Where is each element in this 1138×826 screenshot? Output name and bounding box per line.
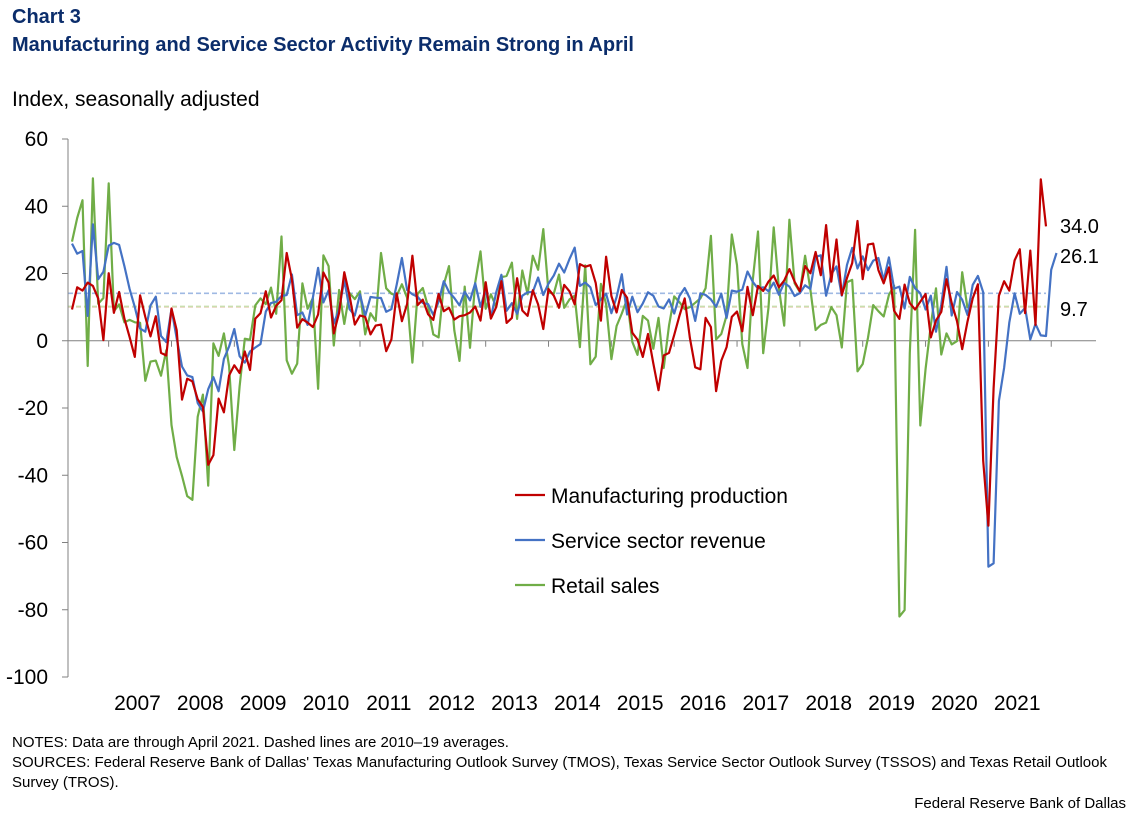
x-tick-label: 2017	[742, 692, 789, 715]
end-value-label: 26.1	[1060, 246, 1099, 268]
x-tick-label: 2010	[303, 692, 350, 715]
y-tick-label: -40	[18, 464, 48, 487]
x-tick-label: 2016	[680, 692, 727, 715]
y-tick-label: 20	[25, 263, 48, 286]
y-tick-label: 60	[25, 128, 48, 151]
y-tick-label: 40	[25, 195, 48, 218]
y-tick-label: -100	[6, 666, 48, 689]
line-chart: 60 40 20 0 -20 -40 -60 -80 -100 2007 2008 2009 2010 2…	[6, 128, 1099, 715]
legend-label: Retail sales	[551, 575, 660, 598]
x-tick-label: 2008	[177, 692, 224, 715]
y-tick-label: -20	[18, 397, 48, 420]
average-lines	[68, 292, 1046, 308]
y-tick-label: -80	[18, 599, 48, 622]
notes: NOTES: Data are through April 2021. Dash…	[12, 733, 1122, 793]
series-line	[71, 223, 1058, 568]
x-tick-label: 2013	[491, 692, 538, 715]
axes: 60 40 20 0 -20 -40 -60 -80 -100 2007 2008 2009 2010 2…	[6, 128, 1096, 715]
legend: Manufacturing production Service sector r…	[515, 485, 788, 598]
legend-label: Manufacturing production	[551, 485, 788, 508]
chart-title: Manufacturing and Service Sector Activit…	[12, 34, 634, 56]
y-tick-label: 0	[36, 330, 48, 353]
series-line	[70, 178, 1048, 527]
series-lines	[70, 177, 1058, 618]
x-tick-label: 2021	[994, 692, 1041, 715]
x-tick-label: 2009	[240, 692, 287, 715]
x-tick-label: 2012	[428, 692, 475, 715]
y-tick-label: -60	[18, 532, 48, 555]
x-tick-label: 2014	[554, 692, 601, 715]
legend-label: Service sector revenue	[551, 530, 766, 553]
x-tick-label: 2007	[114, 692, 161, 715]
end-labels: 34.0 26.1 9.7	[1060, 216, 1099, 321]
end-value-label: 9.7	[1060, 299, 1088, 321]
x-tick-label: 2015	[617, 692, 664, 715]
credit: Federal Reserve Bank of Dallas	[914, 795, 1126, 812]
y-axis-label: Index, seasonally adjusted	[12, 88, 260, 111]
end-value-label: 34.0	[1060, 216, 1099, 238]
chart-number: Chart 3	[12, 6, 81, 28]
x-tick-label: 2019	[868, 692, 915, 715]
notes-line: NOTES: Data are through April 2021. Dash…	[12, 734, 509, 751]
sources-line: SOURCES: Federal Reserve Bank of Dallas'…	[12, 754, 1107, 791]
x-tick-label: 2011	[366, 692, 411, 715]
x-tick-label: 2018	[805, 692, 852, 715]
x-tick-label: 2020	[931, 692, 978, 715]
